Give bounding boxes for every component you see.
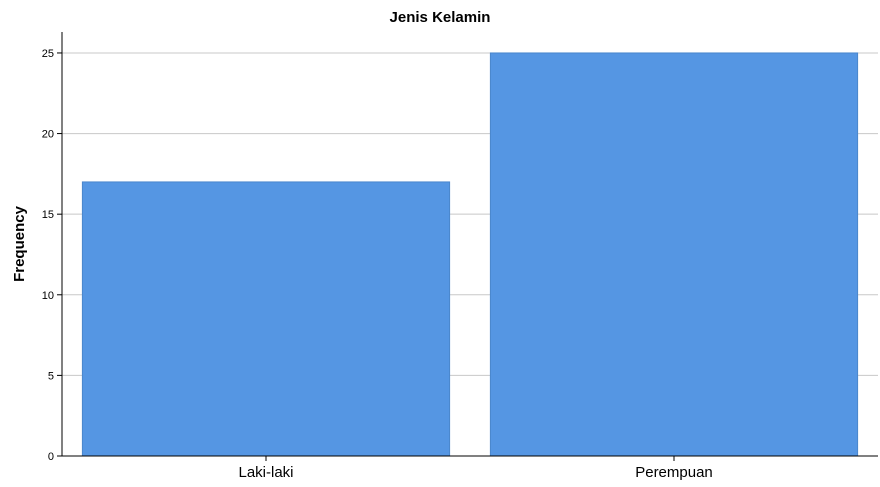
y-tick-label: 0: [48, 451, 54, 463]
bar-perempuan: [489, 52, 859, 457]
y-tick-label: 10: [42, 290, 54, 302]
y-tick-label: 5: [48, 370, 54, 382]
axes: [61, 32, 878, 457]
y-tick-labels: 0 5 10 15 20 25: [42, 48, 62, 463]
y-tick-label: 25: [42, 48, 54, 60]
x-category-labels: Laki-laki Perempuan: [238, 456, 713, 481]
y-tick-label: 20: [42, 129, 54, 141]
bar-laki-laki: [81, 181, 451, 457]
bars: [81, 52, 859, 457]
chart-title: Jenis Kelamin: [389, 9, 491, 26]
x-category-label: Perempuan: [635, 464, 713, 481]
x-category-label: Laki-laki: [238, 464, 293, 481]
y-tick-label: 15: [42, 209, 54, 221]
y-axis-title: Frequency: [11, 205, 28, 282]
